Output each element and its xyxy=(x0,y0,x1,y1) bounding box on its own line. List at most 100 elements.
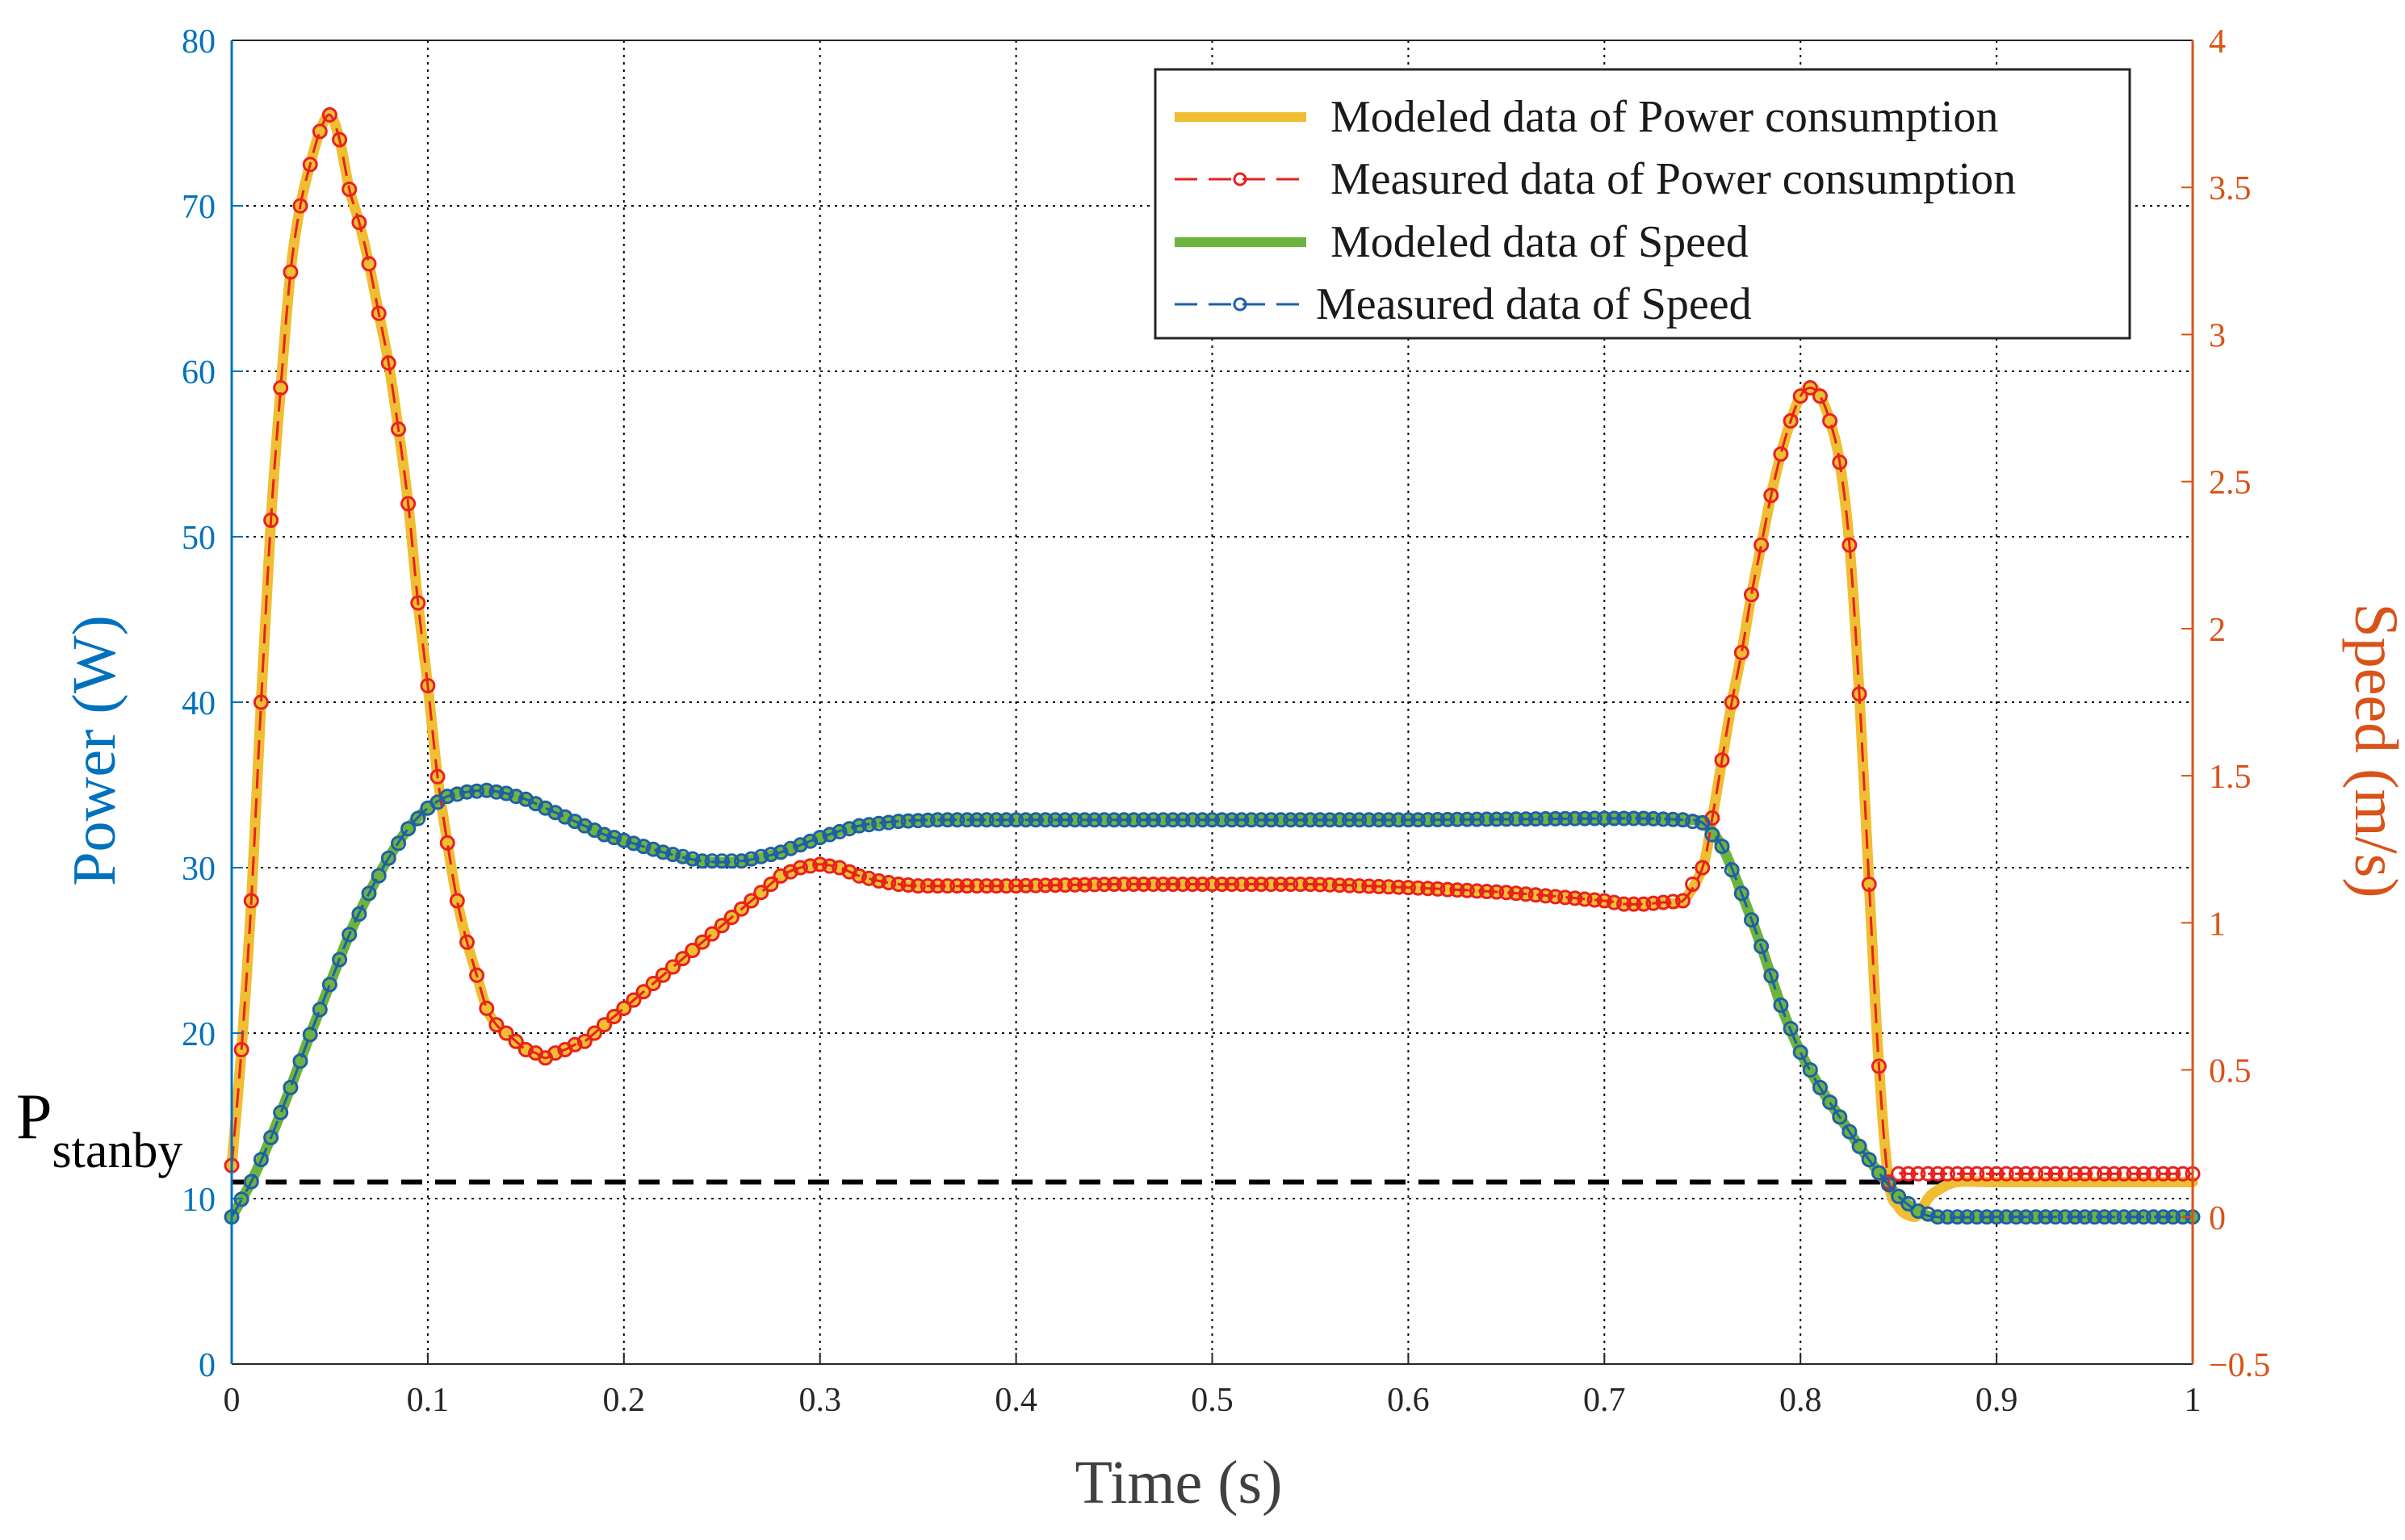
x-tick-label: 0.6 xyxy=(1387,1382,1430,1419)
data-point-power-measured xyxy=(1979,1165,1995,1182)
data-point-power-measured xyxy=(1489,884,1505,900)
data-point-speed-measured xyxy=(1351,812,1368,828)
data-point-power-measured xyxy=(2047,1165,2064,1182)
data-point-power-measured xyxy=(488,1017,505,1033)
data-point-speed-measured xyxy=(1841,1124,1858,1140)
data-point-speed-measured xyxy=(1302,812,1318,828)
right-tick-label: 2 xyxy=(2209,612,2226,649)
data-point-power-measured xyxy=(1910,1165,1926,1182)
data-point-speed-measured xyxy=(1243,812,1259,828)
data-point-power-measured xyxy=(655,967,671,983)
data-point-speed-measured xyxy=(1381,812,1397,828)
data-point-speed-measured xyxy=(940,812,956,828)
data-point-speed-measured xyxy=(439,789,455,805)
data-point-power-measured xyxy=(391,421,406,437)
data-point-power-measured xyxy=(1606,894,1622,910)
data-point-power-measured xyxy=(1548,889,1564,905)
data-point-speed-measured xyxy=(1881,1177,1896,1193)
data-point-power-measured xyxy=(233,1042,249,1057)
data-point-power-measured xyxy=(1616,896,1632,912)
data-point-power-measured xyxy=(1695,860,1711,876)
data-point-speed-measured xyxy=(1548,810,1564,826)
data-point-speed-measured xyxy=(1322,812,1338,828)
data-point-power-measured xyxy=(2165,1165,2181,1182)
data-point-speed-measured xyxy=(1537,811,1553,826)
data-point-speed-measured xyxy=(1979,1209,1995,1225)
data-point-speed-measured xyxy=(263,1129,279,1145)
data-point-power-measured xyxy=(1410,880,1426,896)
data-point-power-measured xyxy=(1037,877,1054,893)
data-point-power-measured xyxy=(400,496,417,512)
data-point-power-measured xyxy=(1400,880,1416,896)
data-point-speed-measured xyxy=(1685,814,1701,830)
data-point-power-measured xyxy=(988,878,1004,894)
data-point-speed-measured xyxy=(1489,811,1505,827)
data-point-speed-measured xyxy=(302,1027,318,1043)
data-point-power-measured xyxy=(1724,694,1740,710)
data-point-power-measured xyxy=(1792,388,1808,404)
data-point-speed-measured xyxy=(488,784,505,800)
data-point-speed-measured xyxy=(351,906,367,922)
data-point-power-measured xyxy=(410,595,426,611)
left-axis-title: Power (W) xyxy=(61,615,128,886)
data-point-speed-measured xyxy=(1763,968,1779,984)
data-point-power-measured xyxy=(1057,877,1073,893)
data-point-power-measured xyxy=(999,878,1014,894)
data-point-speed-measured xyxy=(1194,812,1210,828)
data-point-speed-measured xyxy=(1155,812,1171,828)
data-point-speed-measured xyxy=(2067,1209,2083,1225)
data-point-speed-measured xyxy=(597,826,612,843)
data-point-power-measured xyxy=(361,256,377,272)
data-point-power-measured xyxy=(2126,1165,2142,1182)
data-point-power-measured xyxy=(1253,877,1269,892)
data-point-power-measured xyxy=(380,355,396,371)
data-point-power-measured xyxy=(920,878,936,894)
data-point-speed-measured xyxy=(606,830,622,846)
data-point-speed-measured xyxy=(332,952,348,968)
left-tick-label: 50 xyxy=(182,520,216,557)
data-point-speed-measured xyxy=(802,833,819,849)
data-point-speed-measured xyxy=(2018,1209,2034,1225)
data-point-power-measured xyxy=(508,1033,524,1049)
data-point-speed-measured xyxy=(1430,812,1446,827)
data-point-power-measured xyxy=(1479,884,1495,899)
data-point-speed-measured xyxy=(1714,839,1730,855)
data-point-power-measured xyxy=(1420,881,1436,897)
data-point-power-measured xyxy=(1537,888,1553,904)
data-point-power-measured xyxy=(1371,878,1387,894)
data-point-speed-measured xyxy=(685,851,701,867)
data-point-speed-measured xyxy=(1792,1044,1808,1061)
data-point-speed-measured xyxy=(1832,1109,1848,1125)
data-point-speed-measured xyxy=(1988,1209,2005,1225)
data-point-power-measured xyxy=(1714,752,1730,768)
data-point-speed-measured xyxy=(1361,812,1377,828)
data-point-speed-measured xyxy=(1479,811,1495,827)
data-point-power-measured xyxy=(1439,881,1456,898)
data-point-speed-measured xyxy=(253,1152,269,1168)
data-point-speed-measured xyxy=(1165,812,1181,828)
data-point-power-measured xyxy=(2116,1165,2132,1182)
data-point-speed-measured xyxy=(1753,939,1770,954)
data-point-power-measured xyxy=(1763,488,1779,504)
data-point-power-measured xyxy=(1312,877,1328,893)
data-point-power-measured xyxy=(1744,587,1759,603)
data-point-speed-measured xyxy=(1214,812,1230,828)
data-point-speed-measured xyxy=(380,850,396,866)
data-point-speed-measured xyxy=(2135,1209,2152,1225)
data-point-speed-measured xyxy=(1028,812,1044,828)
data-point-speed-measured xyxy=(1342,812,1357,828)
data-point-speed-measured xyxy=(1125,812,1142,828)
data-point-power-measured xyxy=(1645,895,1661,911)
data-point-speed-measured xyxy=(1665,811,1681,827)
data-point-speed-measured xyxy=(1733,885,1749,902)
data-point-speed-measured xyxy=(861,817,877,833)
data-point-power-measured xyxy=(1577,891,1593,907)
data-point-power-measured xyxy=(321,107,337,123)
data-point-speed-measured xyxy=(2076,1209,2093,1225)
data-point-speed-measured xyxy=(1037,812,1054,828)
data-point-power-measured xyxy=(1449,882,1465,898)
data-point-power-measured xyxy=(2106,1165,2122,1182)
data-point-speed-measured xyxy=(1008,812,1024,828)
data-point-power-measured xyxy=(723,910,740,925)
data-point-power-measured xyxy=(792,860,808,876)
